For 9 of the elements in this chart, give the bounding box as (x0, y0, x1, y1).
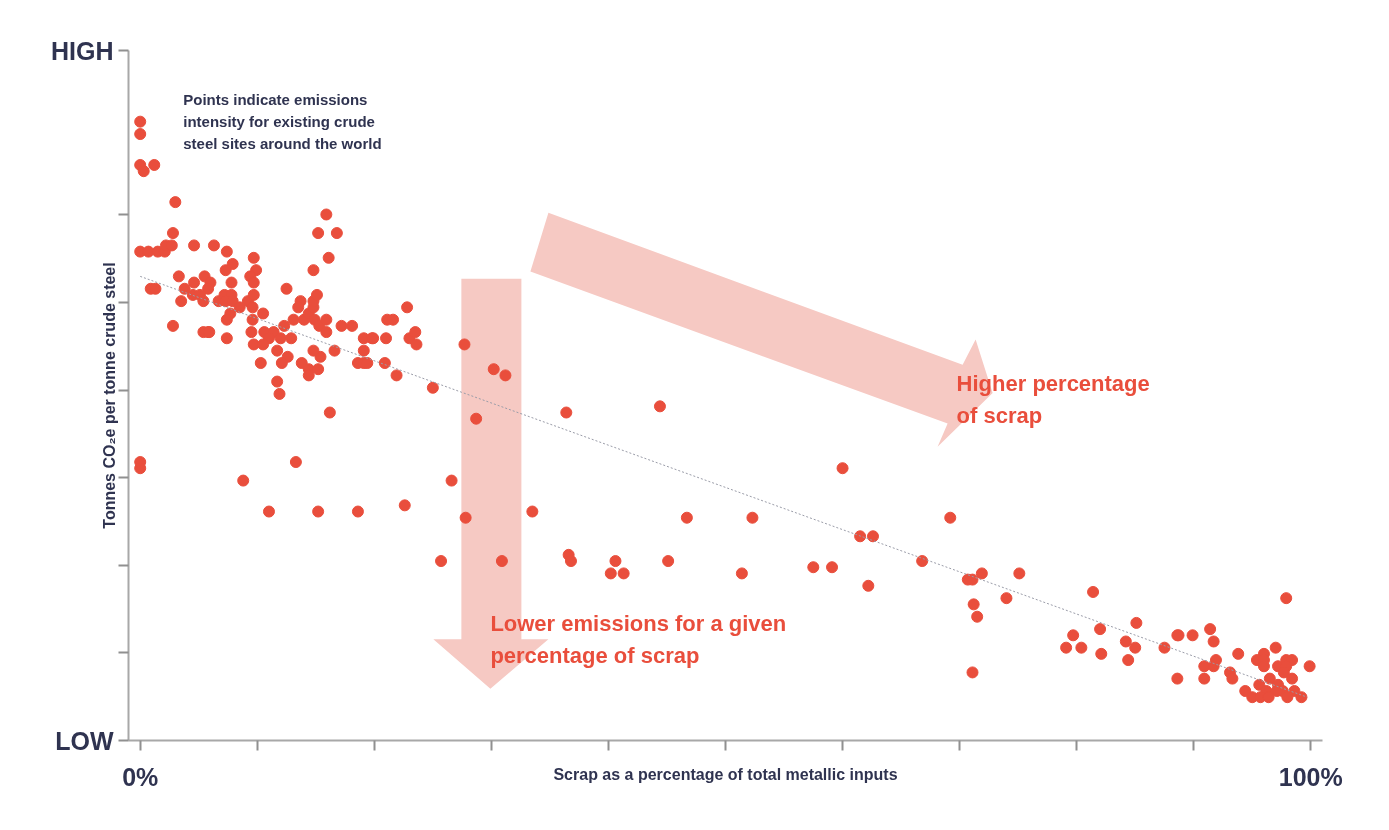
annotation: Lower emissions for a given percentage of scrap (490, 610, 787, 669)
x-tick-label: 100% (1278, 762, 1343, 791)
annotation: Points indicate emissions intensity for existing crude steel sites around the world (183, 91, 382, 153)
x-tick-label: 0% (122, 762, 159, 791)
annotation: Higher percentage of scrap (956, 370, 1150, 429)
text: LOW (55, 726, 114, 755)
text: HIGH (51, 36, 114, 65)
x-axis-title: Scrap as a percentage of total metallic inputs (553, 765, 898, 783)
y-axis-title: Tonnes CO₂e per tonne crude steel (101, 262, 118, 529)
